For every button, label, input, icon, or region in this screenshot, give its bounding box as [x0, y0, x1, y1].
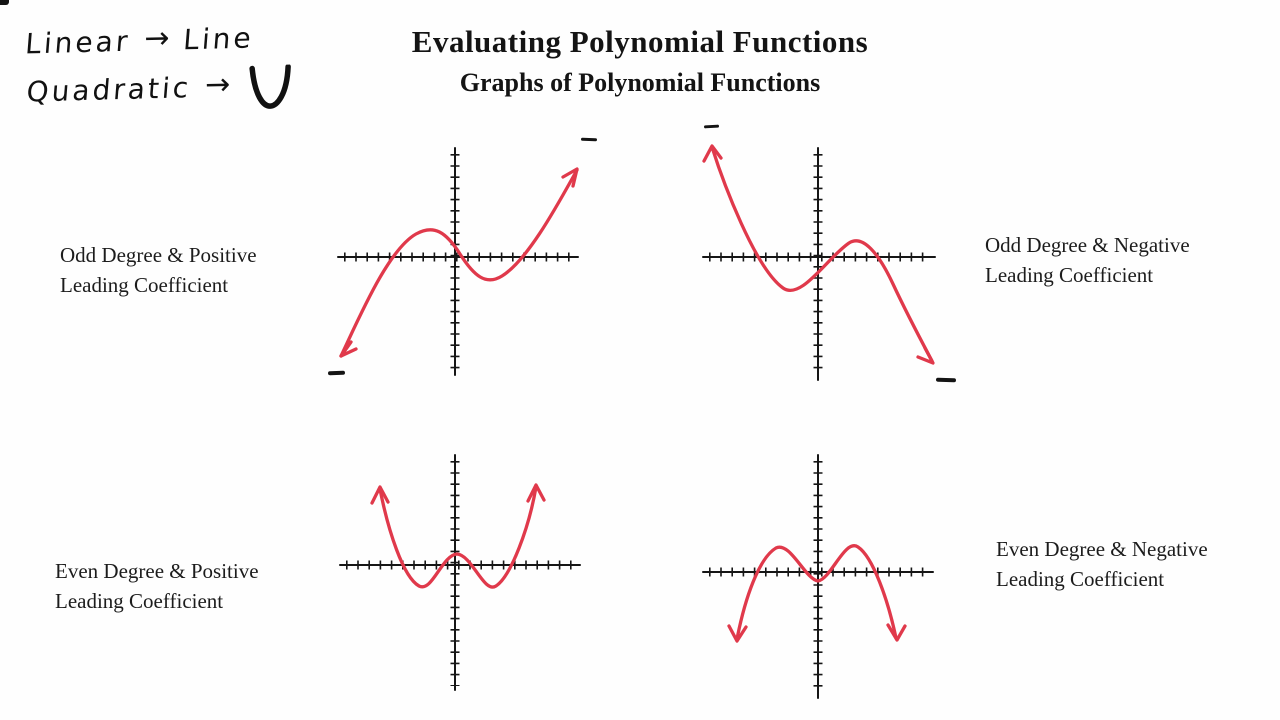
end-behavior-dash	[580, 137, 598, 142]
arrowhead-icon	[916, 346, 935, 365]
graph-even-positive	[339, 454, 581, 691]
u-curve-icon	[249, 64, 291, 109]
page-subtitle: Graphs of Polynomial Functions	[459, 68, 821, 97]
label-line: Leading Coefficient	[985, 262, 1154, 287]
corner-mark	[0, 0, 9, 5]
arrowhead-icon	[370, 485, 390, 505]
label-line: Odd Degree & Positive	[60, 243, 257, 267]
label-line: Even Degree & Negative	[996, 537, 1208, 561]
arrowhead-icon	[886, 623, 907, 642]
end-behavior-dash	[935, 377, 957, 383]
arrowhead-icon	[702, 144, 723, 163]
arrowhead-icon	[561, 167, 579, 188]
label-line: Leading Coefficient	[996, 566, 1165, 591]
page-title: Evaluating Polynomial Functions	[411, 24, 869, 59]
arrowhead-icon	[727, 624, 748, 643]
label-line: Leading Coefficient	[60, 272, 229, 297]
slide-header: Evaluating Polynomial Functions Graphs o…	[160, 24, 1120, 98]
label-line: Even Degree & Positive	[55, 559, 259, 583]
label-even-positive: Even Degree & Positive Leading Coefficie…	[55, 557, 259, 617]
graph-even-negative	[702, 454, 934, 699]
end-behavior-dash	[327, 370, 346, 376]
label-line: Odd Degree & Negative	[985, 233, 1190, 257]
graph-odd-positive	[337, 147, 579, 376]
handwritten-notes: Linear → Line Quadratic →	[24, 13, 293, 116]
note-linear-term: Linear	[24, 24, 132, 61]
label-line: Leading Coefficient	[55, 588, 224, 613]
curve-odd-negative	[710, 145, 934, 363]
label-odd-positive: Odd Degree & Positive Leading Coefficien…	[60, 241, 257, 301]
graph-odd-negative	[702, 144, 936, 381]
curve-odd-positive	[339, 168, 579, 358]
label-odd-negative: Odd Degree & Negative Leading Coefficien…	[985, 231, 1190, 291]
curve-even-negative	[735, 544, 898, 641]
curve-even-positive	[378, 485, 538, 589]
arrowhead-icon	[526, 483, 546, 503]
label-even-negative: Even Degree & Negative Leading Coefficie…	[996, 535, 1208, 595]
note-quadratic: Quadratic →	[25, 61, 293, 116]
arrowhead-icon	[339, 340, 358, 358]
